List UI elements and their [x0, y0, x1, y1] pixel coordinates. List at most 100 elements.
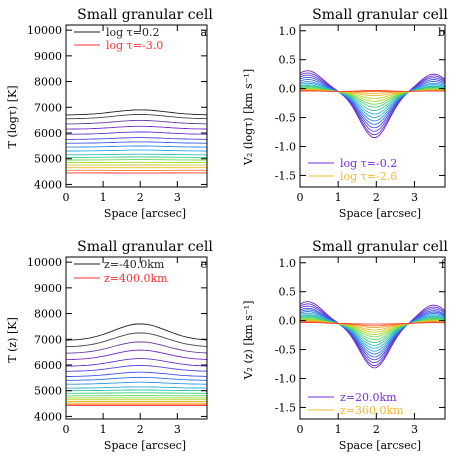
y-tick-label-f-4: 0.5	[279, 286, 297, 299]
series-line-e-7	[66, 371, 208, 377]
series-line-b-10	[299, 86, 446, 108]
x-tick-label-f-2: 2	[373, 423, 380, 436]
x-tick-label-b-0: 0	[297, 191, 304, 204]
series-line-f-18	[299, 321, 446, 325]
x-tick-label-e-0: 0	[63, 423, 70, 436]
series-line-b-2	[299, 72, 446, 136]
panel-f-title: Small granular cell	[312, 239, 448, 255]
panel-e-legend-label-2: z=400.0km	[104, 272, 168, 285]
panel-b-title: Small granular cell	[312, 7, 448, 23]
y-tick-label-b-3: 0.0	[279, 83, 297, 96]
series-line-f-9	[299, 315, 446, 346]
series-line-a-2	[65, 114, 208, 120]
series-line-b-7	[299, 82, 446, 118]
plot-a: 0 1 2 3 4000 5000 6000 7000 8000 9000 10000	[27, 24, 208, 204]
plot-frame-f	[299, 256, 446, 420]
series-line-b-9	[299, 85, 446, 111]
series-line-e-11	[66, 389, 207, 392]
series-line-a-7	[65, 141, 207, 144]
panel-a-title: Small granular cell	[77, 7, 213, 23]
x-tick-label-e-2: 2	[137, 423, 144, 436]
panel-a-legend-label-2: log τ=-3.0	[106, 39, 163, 52]
series-line-b-6	[299, 81, 446, 122]
x-tick-label-a-3: 3	[174, 191, 181, 204]
x-tick-label-b-1: 1	[335, 191, 342, 204]
series-line-e-8	[65, 376, 207, 381]
plot-areas: 0 1 2 3 4000 5000 6000 7000 8000 9000 10000 0 1 2 3 -1.…	[27, 24, 446, 436]
x-tick-label-e-1: 1	[100, 423, 107, 436]
series-line-e-2	[65, 332, 208, 348]
y-tick-label-e-1: 5000	[34, 385, 62, 398]
x-tick-label-f-1: 1	[335, 423, 342, 436]
series-line-a-5	[66, 131, 207, 135]
plot-frame-b	[299, 24, 446, 188]
series-line-b-4	[299, 76, 446, 129]
series-line-a-1	[66, 109, 208, 116]
panel-e-legend-label-1: z=-40.0km	[104, 258, 165, 271]
series-line-e-4	[65, 349, 208, 361]
x-tick-label-a-1: 1	[100, 191, 107, 204]
y-tick-label-e-4: 8000	[34, 308, 62, 321]
y-tick-label-a-2: 6000	[34, 127, 62, 140]
panel-b-xlabel: Space [arcsec]	[339, 207, 421, 220]
panel-f-legend-label-1: z=20.0km	[340, 391, 397, 404]
x-tick-label-f-3: 3	[411, 423, 418, 436]
y-tick-label-f-3: 0.0	[279, 315, 297, 328]
series-line-e-5	[66, 358, 208, 367]
series-line-b-3	[299, 74, 446, 132]
y-tick-label-e-5: 9000	[34, 282, 62, 295]
panel-a-xlabel: Space [arcsec]	[104, 207, 186, 220]
y-tick-label-f-5: 1.0	[279, 257, 297, 270]
y-tick-label-f-1: -1.0	[275, 373, 296, 386]
panel-a: Small granular cell T (logτ) [K] Space […	[6, 7, 213, 220]
panel-a-legend: log τ=0.2 log τ=-3.0	[74, 26, 163, 52]
series-line-f-6	[299, 310, 446, 355]
plot-b: 0 1 2 3 -1.5 -1.0 -0.5 0.0 0.5 1.0	[275, 24, 446, 204]
panel-e-legend: z=-40.0km z=400.0km	[74, 258, 168, 285]
panel-f-ylabel: V₂ (z) [km s⁻¹]	[242, 301, 255, 381]
series-line-a-3	[66, 119, 208, 125]
panel-b-legend-label-2: log τ=-2.6	[340, 170, 397, 183]
series-line-f-4	[299, 307, 446, 361]
series-line-a-11	[66, 156, 207, 158]
series-line-b-17	[299, 89, 446, 92]
series-line-e-12	[66, 392, 207, 394]
series-line-b-8	[299, 84, 446, 115]
series-line-f-7	[299, 312, 446, 352]
y-tick-label-b-1: -1.0	[275, 141, 296, 154]
panel-a-letter: a	[200, 26, 207, 39]
series-line-f-8	[299, 314, 446, 349]
series-line-a-9	[66, 149, 207, 152]
series-line-b-5	[299, 78, 446, 125]
y-tick-label-f-2: -0.5	[275, 344, 296, 357]
y-tick-label-a-0: 4000	[34, 178, 62, 191]
panel-f-legend: z=20.0km z=360.0km	[308, 391, 404, 417]
panel-e-ylabel: T (z) [K]	[6, 317, 19, 363]
panel-f-legend-label-2: z=360.0km	[340, 404, 404, 417]
panel-e-xlabel: Space [arcsec]	[104, 439, 186, 452]
panel-f: Small granular cell V₂ (z) [km s⁻¹] Spac…	[242, 239, 448, 452]
y-tick-label-a-1: 5000	[34, 153, 62, 166]
y-tick-label-a-3: 7000	[34, 101, 62, 114]
y-tick-label-a-4: 8000	[34, 76, 62, 89]
series-line-a-4	[66, 125, 207, 130]
panel-b: Small granular cell V₂ (logτ) [km s⁻¹] S…	[242, 7, 448, 220]
x-tick-label-a-2: 2	[137, 191, 144, 204]
series-line-e-3	[65, 341, 208, 354]
plot-f: 0 1 2 3 -1.5 -1.0 -0.5 0.0 0.5 1.0	[275, 256, 446, 436]
x-tick-label-b-3: 3	[411, 191, 418, 204]
series-line-e-9	[66, 381, 207, 385]
panel-f-letter: f	[441, 258, 446, 271]
y-tick-label-e-2: 6000	[34, 359, 62, 372]
panel-b-legend-label-1: log τ=-0.2	[340, 157, 397, 170]
series-line-f-2	[299, 303, 446, 366]
panel-b-legend: log τ=-0.2 log τ=-2.6	[308, 157, 397, 183]
series-line-e-10	[66, 386, 207, 389]
series-line-f-10	[299, 316, 446, 343]
y-tick-label-e-3: 7000	[34, 333, 62, 346]
y-tick-label-e-0: 4000	[34, 410, 62, 423]
panel-e-title: Small granular cell	[77, 239, 213, 255]
y-tick-label-a-5: 9000	[34, 50, 62, 63]
panel-b-letter: b	[438, 26, 445, 39]
